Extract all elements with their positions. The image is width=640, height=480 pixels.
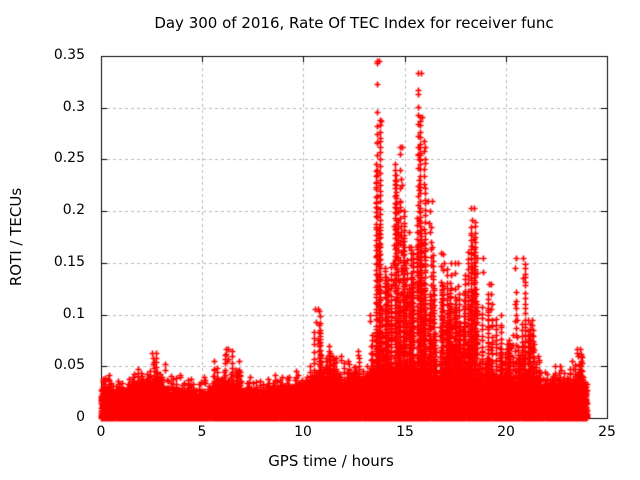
y-tick-label: 0.3 (62, 99, 85, 115)
y-tick-label: 0.1 (62, 306, 85, 322)
x-tick-label: 0 (96, 424, 106, 440)
y-axis-label: ROTI / TECUs (7, 187, 25, 287)
x-axis-label: GPS time / hours (268, 452, 394, 470)
x-tick-label: 15 (396, 424, 414, 440)
y-tick-label: 0 (76, 409, 85, 425)
y-tick-label: 0.25 (53, 150, 85, 166)
y-tick-label: 0.2 (62, 202, 85, 218)
x-tick-label: 25 (598, 424, 616, 440)
y-tick-label: 0.15 (53, 254, 85, 270)
x-tick-label: 5 (197, 424, 207, 440)
y-tick-label: 0.05 (53, 357, 85, 373)
x-tick-label: 10 (294, 424, 312, 440)
x-tick-label: 20 (497, 424, 515, 440)
chart-title: Day 300 of 2016, Rate Of TEC Index for r… (154, 14, 554, 32)
y-tick-label: 0.35 (53, 47, 85, 63)
